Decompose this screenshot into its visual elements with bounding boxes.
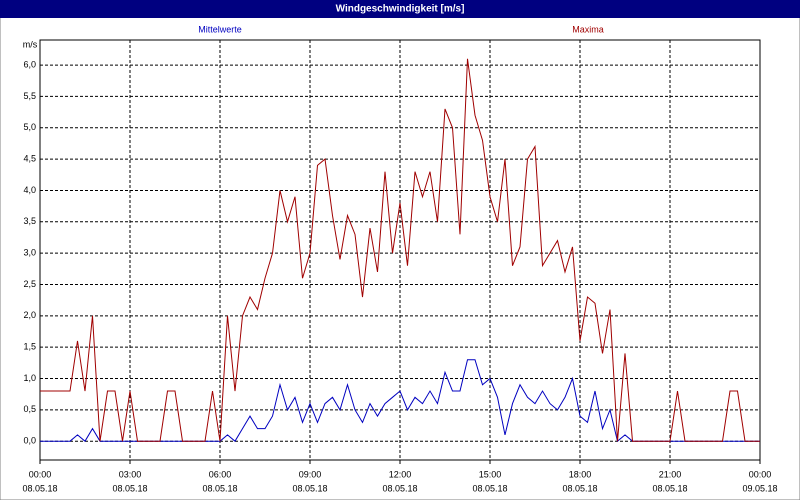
y-axis-label: m/s	[23, 39, 38, 49]
x-tick-label: 15:00	[479, 469, 502, 479]
y-tick-label: 3,0	[23, 248, 36, 258]
x-tick-date: 08.05.18	[112, 483, 147, 493]
y-tick-label: 0,5	[23, 404, 36, 414]
y-tick-label: 1,0	[23, 373, 36, 383]
x-tick-date: 08.05.18	[22, 483, 57, 493]
y-tick-label: 5,0	[23, 122, 36, 132]
x-tick-label: 06:00	[209, 469, 232, 479]
title-bar	[0, 0, 800, 18]
y-tick-label: 1,5	[23, 342, 36, 352]
x-tick-date: 08.05.18	[382, 483, 417, 493]
x-tick-date: 09.05.18	[742, 483, 777, 493]
x-tick-date: 08.05.18	[202, 483, 237, 493]
y-tick-label: 4,0	[23, 185, 36, 195]
x-tick-date: 08.05.18	[292, 483, 327, 493]
legend-entry: Maxima	[572, 24, 604, 34]
y-tick-label: 0,0	[23, 436, 36, 446]
x-tick-date: 08.05.18	[562, 483, 597, 493]
y-tick-label: 2,5	[23, 279, 36, 289]
x-tick-label: 18:00	[569, 469, 592, 479]
x-tick-label: 09:00	[299, 469, 322, 479]
chart-title: Windgeschwindigkeit [m/s]	[336, 4, 465, 15]
y-tick-label: 3,5	[23, 216, 36, 226]
legend-entry: Mittelwerte	[198, 24, 242, 34]
x-tick-date: 08.05.18	[472, 483, 507, 493]
x-tick-label: 00:00	[29, 469, 52, 479]
x-tick-label: 21:00	[659, 469, 682, 479]
series-line	[40, 58, 760, 442]
y-tick-label: 4,5	[23, 153, 36, 163]
y-tick-label: 6,0	[23, 59, 36, 69]
x-tick-label: 03:00	[119, 469, 142, 479]
y-tick-label: 2,0	[23, 310, 36, 320]
plot-border	[39, 39, 761, 461]
x-tick-label: 00:00	[749, 469, 772, 479]
y-tick-label: 5,5	[23, 91, 36, 101]
x-tick-label: 12:00	[389, 469, 412, 479]
x-tick-date: 08.05.18	[652, 483, 687, 493]
